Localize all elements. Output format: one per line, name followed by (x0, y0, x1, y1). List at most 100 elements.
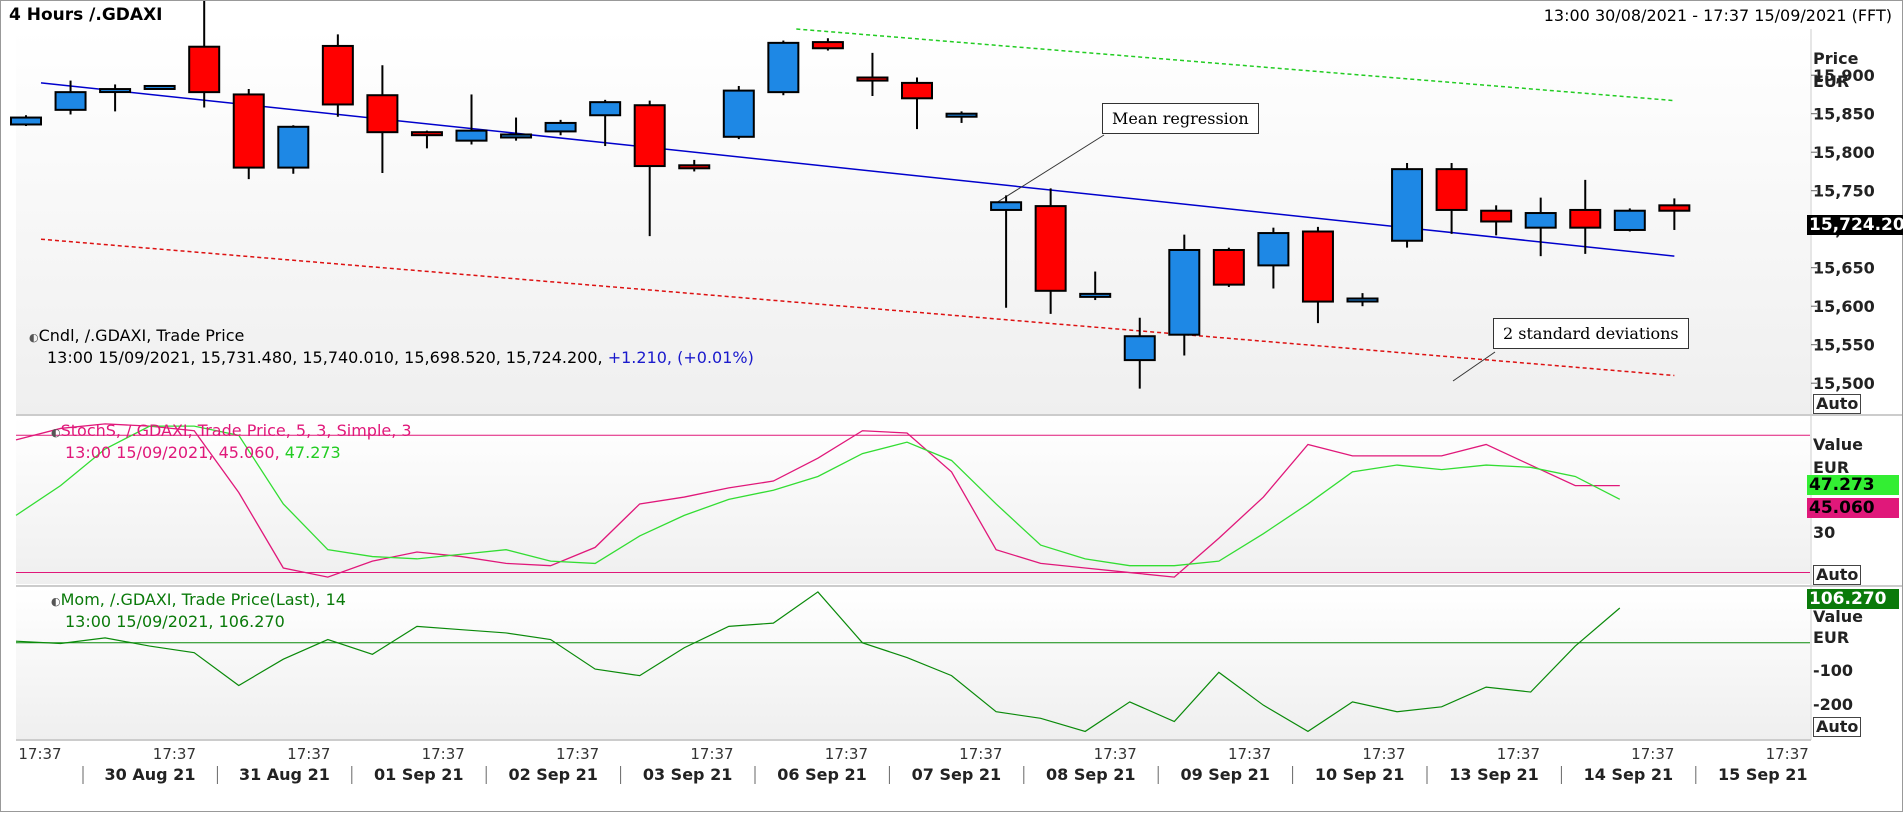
price-legend-pct: (+0.01%) (677, 348, 754, 367)
price-tick-label: 15,550 (1813, 336, 1875, 355)
stoch-axis-unit: EUR (1813, 458, 1850, 477)
date-range: 13:00 30/08/2021 - 17:37 15/09/2021 (FFT… (1543, 6, 1892, 25)
price-legend-values: 13:00 15/09/2021, 15,731.480, 15,740.010… (47, 348, 603, 367)
price-legend: ◐Cndl, /.GDAXI, Trade Price (29, 326, 244, 345)
candle-up (544, 121, 577, 133)
candle-down (1480, 209, 1513, 223)
candle-up (1346, 297, 1379, 303)
legend-icon: ◐ (51, 426, 61, 439)
price-legend-values-row: 13:00 15/09/2021, 15,731.480, 15,740.010… (47, 348, 754, 367)
candle-up (1079, 292, 1112, 298)
x-date-label: 03 Sep 21 (643, 765, 733, 784)
candle-up (990, 201, 1023, 211)
x-time-tick-label: 17:37 (1631, 745, 1674, 763)
mom-tick-m100: -100 (1813, 661, 1854, 680)
chart-title: 4 Hours /.GDAXI (9, 5, 163, 25)
x-date-label: 07 Sep 21 (912, 765, 1002, 784)
candle-up (1257, 232, 1290, 267)
candle-down (811, 41, 844, 50)
candle-down (1212, 248, 1245, 286)
price-auto-button[interactable]: Auto (1813, 394, 1862, 414)
x-time-tick-label: 17:37 (1228, 745, 1271, 763)
legend-icon: ◐ (29, 331, 39, 344)
x-time-tick-label: 17:37 (153, 745, 196, 763)
x-time-tick-label: 17:37 (556, 745, 599, 763)
candle-down (1435, 168, 1468, 211)
x-time-tick-label: 17:37 (1362, 745, 1405, 763)
candle-up (54, 91, 87, 111)
price-last-value: 15,724.200 (1807, 215, 1903, 235)
price-tick-label: 15,750 (1813, 182, 1875, 201)
x-date-label: 08 Sep 21 (1046, 765, 1136, 784)
candle-down (633, 104, 666, 168)
stoch-legend: ◐StochS, /.GDAXI, Trade Price, 5, 3, Sim… (51, 421, 412, 440)
price-tick-label: 15,600 (1813, 297, 1875, 316)
x-time-tick-label: 17:37 (422, 745, 465, 763)
price-tick-label: 15,900 (1813, 66, 1875, 85)
candle-down (1301, 230, 1334, 303)
price-axis-title: Price (1813, 49, 1859, 68)
candle-up (722, 89, 755, 138)
mom-legend-values: 13:00 15/09/2021, 106.270 (65, 612, 285, 631)
candle-up (1391, 168, 1424, 242)
x-date-label: 13 Sep 21 (1449, 765, 1539, 784)
price-legend-change: +1.210, (607, 348, 673, 367)
x-time-tick-label: 17:37 (18, 745, 61, 763)
candle-down (856, 76, 889, 82)
x-time-tick-label: 17:37 (287, 745, 330, 763)
candle-up (10, 116, 42, 126)
candle-down (1658, 204, 1691, 212)
x-date-label: 30 Aug 21 (105, 765, 196, 784)
candle-up (1613, 209, 1646, 231)
stoch-legend-values-row: 13:00 15/09/2021, 45.060, 47.273 (65, 443, 341, 462)
candle-down (410, 131, 443, 137)
price-tick-label: 15,850 (1813, 105, 1875, 124)
annotation-leader-line (995, 134, 1105, 204)
candle-up (143, 84, 176, 90)
x-date-label: 09 Sep 21 (1180, 765, 1270, 784)
mom-legend: ◐Mom, /.GDAXI, Trade Price(Last), 14 (51, 590, 346, 609)
x-date-label: 06 Sep 21 (777, 765, 867, 784)
annotation-std-deviations[interactable]: 2 standard deviations (1493, 318, 1689, 349)
x-date-label: 02 Sep 21 (508, 765, 598, 784)
mom-auto-button[interactable]: Auto (1813, 717, 1862, 737)
mom-tick-m200: -200 (1813, 695, 1854, 714)
candle-down (1034, 205, 1067, 292)
stoch-d-line (15, 425, 1621, 567)
candle-up (455, 129, 488, 142)
candle-up (589, 101, 622, 117)
stoch-auto-button[interactable]: Auto (1813, 565, 1862, 585)
mom-axis-title: Value (1813, 607, 1864, 626)
x-time-tick-label: 17:37 (690, 745, 733, 763)
price-tick-label: 15,800 (1813, 143, 1875, 162)
annotation-mean-regression[interactable]: Mean regression (1102, 103, 1259, 134)
candle-up (277, 125, 310, 169)
x-time-tick-label: 17:37 (1766, 745, 1809, 763)
x-date-label: 31 Aug 21 (239, 765, 330, 784)
price-legend-name: Cndl, /.GDAXI, Trade Price (38, 326, 245, 345)
x-date-label: 14 Sep 21 (1584, 765, 1674, 784)
mom-legend-name: Mom, /.GDAXI, Trade Price(Last), 14 (60, 590, 346, 609)
stoch-tick-30: 30 (1813, 523, 1836, 542)
x-date-label: 15 Sep 21 (1718, 765, 1808, 784)
candle-up (1123, 335, 1156, 362)
annotation-leader-line (1452, 351, 1496, 382)
mom-value: 106.270 (1807, 589, 1899, 609)
candle-up (1168, 248, 1201, 336)
candle-down (232, 93, 265, 169)
candle-down (901, 81, 933, 100)
candle-up (99, 88, 132, 94)
candle-down (366, 94, 399, 134)
price-tick-label: 15,650 (1813, 259, 1875, 278)
lower-band-line (40, 238, 1675, 377)
candle-down (321, 44, 354, 106)
x-date-label: 10 Sep 21 (1315, 765, 1405, 784)
candle-down (1569, 208, 1602, 229)
price-axis-unit: EUR (1813, 72, 1850, 91)
candle-down (188, 45, 221, 94)
x-time-tick-label: 17:37 (825, 745, 868, 763)
stoch-k-value: 45.060 (1807, 498, 1899, 518)
candle-up (500, 133, 533, 139)
